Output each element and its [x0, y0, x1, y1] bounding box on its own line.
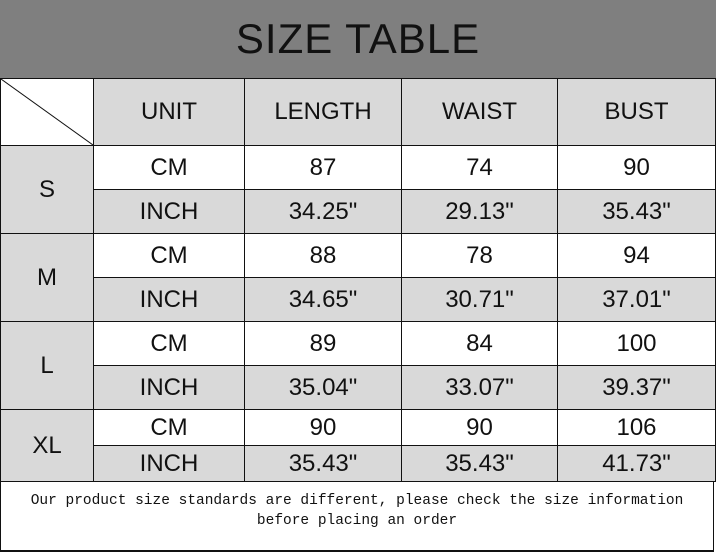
unit-cell: INCH [93, 365, 245, 410]
table-row: L CM 89 84 100 [0, 321, 716, 410]
size-label: XL [0, 409, 94, 482]
size-label: L [0, 321, 94, 410]
value-cell: 90 [401, 409, 558, 446]
size-table: UNIT LENGTH WAIST BUST S CM 87 74 90 INCH 34.2… [0, 78, 716, 482]
value-cell: 29.13" [401, 189, 558, 234]
unit-cell: CM [93, 409, 245, 446]
unit-cell: INCH [93, 189, 245, 234]
diagonal-line [1, 79, 93, 145]
unit-cell: INCH [93, 445, 245, 482]
value-cell: 35.43" [401, 445, 558, 482]
table-row: INCH 34.65" 30.71" 37.01" [1, 277, 716, 322]
table-row: INCH 35.43" 35.43" 41.73" [1, 445, 716, 482]
value-cell: 34.25" [244, 189, 402, 234]
header-length: LENGTH [244, 78, 402, 146]
value-cell: 94 [557, 233, 716, 278]
unit-cell: CM [93, 145, 245, 190]
value-cell: 100 [557, 321, 716, 366]
value-cell: 74 [401, 145, 558, 190]
value-cell: 89 [244, 321, 402, 366]
unit-cell: CM [93, 321, 245, 366]
value-cell: 35.04" [244, 365, 402, 410]
size-label: M [0, 233, 94, 322]
header-bust: BUST [557, 78, 716, 146]
value-cell: 78 [401, 233, 558, 278]
table-row: S CM 87 74 90 [0, 145, 716, 234]
value-cell: 33.07" [401, 365, 558, 410]
value-cell: 37.01" [557, 277, 716, 322]
table-row: INCH 34.25" 29.13" 35.43" [1, 189, 716, 234]
value-cell: 41.73" [557, 445, 716, 482]
footer-note: Our product size standards are different… [0, 481, 714, 552]
corner-cell [0, 78, 94, 146]
header-row: UNIT LENGTH WAIST BUST [0, 78, 716, 146]
table-row: XL CM 90 90 106 [0, 409, 716, 482]
value-cell: 34.65" [244, 277, 402, 322]
value-cell: 90 [244, 409, 402, 446]
header-waist: WAIST [401, 78, 558, 146]
value-cell: 87 [244, 145, 402, 190]
value-cell: 39.37" [557, 365, 716, 410]
value-cell: 106 [557, 409, 716, 446]
unit-cell: INCH [93, 277, 245, 322]
page-title: SIZE TABLE [0, 0, 716, 78]
unit-cell: CM [93, 233, 245, 278]
value-cell: 90 [557, 145, 716, 190]
header-unit: UNIT [93, 78, 245, 146]
value-cell: 84 [401, 321, 558, 366]
table-row: INCH 35.04" 33.07" 39.37" [1, 365, 716, 410]
value-cell: 88 [244, 233, 402, 278]
size-label: S [0, 145, 94, 234]
value-cell: 35.43" [244, 445, 402, 482]
value-cell: 30.71" [401, 277, 558, 322]
table-row: M CM 88 78 94 [0, 233, 716, 322]
value-cell: 35.43" [557, 189, 716, 234]
